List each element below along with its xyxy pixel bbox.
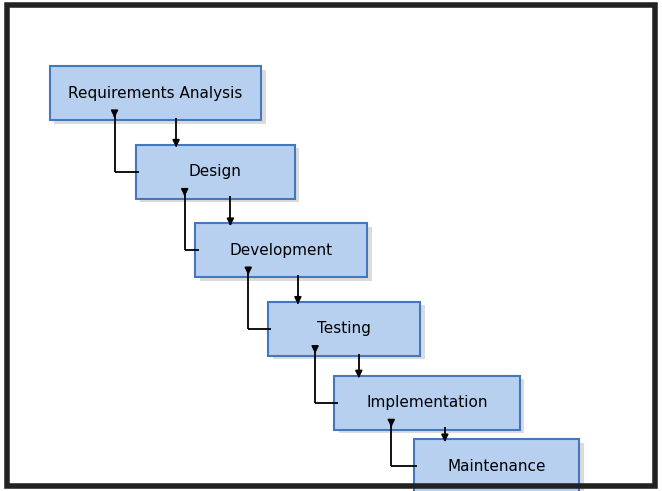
Text: Design: Design <box>189 164 242 179</box>
FancyBboxPatch shape <box>268 302 420 356</box>
Text: Implementation: Implementation <box>366 395 488 410</box>
FancyBboxPatch shape <box>140 148 299 202</box>
Text: Requirements Analysis: Requirements Analysis <box>68 86 243 101</box>
FancyBboxPatch shape <box>273 305 425 359</box>
FancyBboxPatch shape <box>414 439 579 491</box>
Text: Development: Development <box>230 243 333 258</box>
Text: Maintenance: Maintenance <box>448 459 545 474</box>
FancyBboxPatch shape <box>50 66 261 120</box>
Text: Testing: Testing <box>317 322 371 336</box>
FancyBboxPatch shape <box>136 145 295 199</box>
FancyBboxPatch shape <box>200 227 372 281</box>
FancyBboxPatch shape <box>195 223 367 277</box>
FancyBboxPatch shape <box>418 443 584 491</box>
FancyBboxPatch shape <box>339 379 524 433</box>
FancyBboxPatch shape <box>334 376 520 430</box>
FancyBboxPatch shape <box>54 70 266 124</box>
